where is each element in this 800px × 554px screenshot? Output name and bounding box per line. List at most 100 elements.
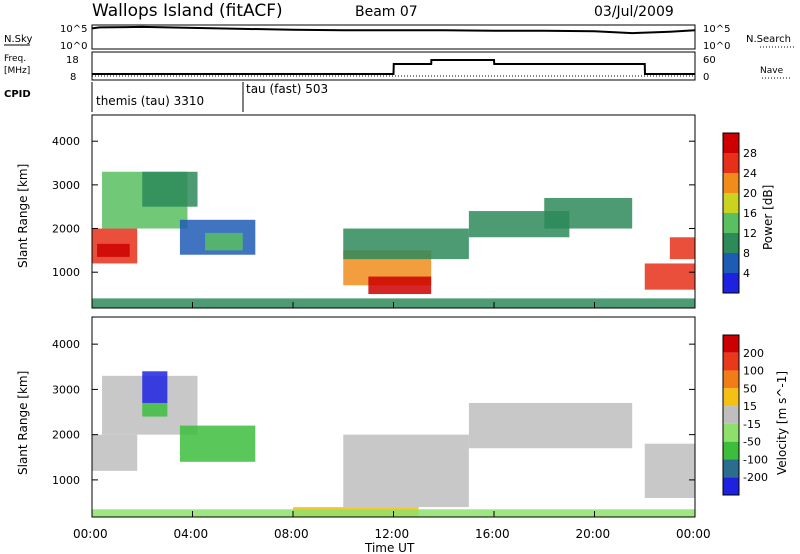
cpid-label: CPID: [4, 89, 31, 100]
colorbar-swatch: [723, 406, 739, 424]
power-patch: [544, 197, 633, 229]
colorbar-swatch: [723, 459, 739, 478]
noise-tick-right-bottom: 10^0: [703, 41, 730, 52]
y-tick-label: 3000: [52, 179, 80, 192]
noise-tick-right-top: 10^5: [703, 24, 730, 35]
power-data-layer: [92, 171, 695, 308]
y-tick-label: 4000: [52, 338, 80, 351]
velocity-patch: [343, 434, 469, 508]
colorbar-swatch: [723, 133, 739, 153]
power-patch: [97, 243, 130, 257]
colorbar-tick-label: 24: [743, 167, 757, 180]
nsky-line: [91, 25, 696, 35]
plot-title: Wallops Island (fitACF): [92, 1, 283, 21]
noise-tick-left-bottom: 10^0: [60, 41, 87, 52]
colorbar-swatch: [723, 370, 739, 389]
colorbar-swatch: [723, 213, 739, 233]
colorbar-tick-label: 100: [743, 365, 764, 378]
x-axis-ticks: 00:00 04:00 08:00 12:00 16:00 20:00 00:00: [73, 302, 711, 541]
colorbar-tick-label: 4: [743, 267, 750, 280]
noise-tick-left-top: 10^5: [60, 24, 87, 35]
power-colorbar-label: Power [dB]: [761, 185, 775, 250]
colorbar-swatch: [723, 193, 739, 213]
y-tick-label: 2000: [52, 223, 80, 236]
colorbar-tick-label: 15: [743, 400, 757, 413]
x-tick-label: 04:00: [174, 527, 209, 541]
colorbar-tick-label: 200: [743, 347, 764, 360]
x-tick-label: 16:00: [475, 527, 510, 541]
y-tick-label: 3000: [52, 383, 80, 396]
colorbar-outline: [722, 334, 740, 496]
velocity-patch: [179, 425, 256, 462]
colorbar-swatch: [723, 233, 739, 253]
colorbar-tick-label: -200: [743, 471, 768, 484]
colorbar-swatch: [723, 423, 739, 442]
y-tick-label: 1000: [52, 266, 80, 279]
date-label: 03/Jul/2009: [594, 4, 674, 20]
velocity-colorbar: 200 100 50 15 -15 -50 -100 -200: [722, 334, 768, 496]
power-patch: [142, 171, 198, 207]
nave-tick-bottom: 0: [703, 72, 709, 83]
colorbar-tick-label: 16: [743, 207, 757, 220]
nsearch-label: N.Search: [746, 34, 791, 45]
x-tick-label: 20:00: [576, 527, 611, 541]
frequency-line: [92, 59, 695, 75]
x-tick-label: 00:00: [676, 527, 711, 541]
velocity-data-layer: [92, 371, 695, 517]
freq-tick-top: 18: [66, 55, 79, 66]
y-tick-label: 2000: [52, 429, 80, 442]
x-tick-label: 12:00: [375, 527, 410, 541]
power-patch: [205, 232, 243, 251]
colorbar-swatch: [723, 352, 739, 371]
colorbar-swatch: [723, 273, 739, 293]
colorbar-tick-label: -50: [743, 436, 761, 449]
colorbar-tick-label: 28: [743, 147, 757, 160]
x-tick-label: 08:00: [274, 527, 309, 541]
colorbar-outline: [722, 132, 740, 294]
colorbar-swatch: [723, 335, 739, 353]
colorbar-swatch: [723, 477, 739, 495]
colorbar-swatch: [723, 441, 739, 460]
cpid-segment-2: tau (fast) 503: [246, 82, 328, 96]
nsky-label: N.Sky: [4, 34, 32, 45]
freq-tick-bottom: 8: [70, 72, 76, 83]
colorbar-tick-label: 12: [743, 227, 757, 240]
x-tick-label: 00:00: [73, 527, 108, 541]
y-tick-label: 4000: [52, 135, 80, 148]
velocity-patch: [142, 402, 168, 417]
velocity-colorbar-label: Velocity [m s^-1]: [775, 371, 789, 475]
colorbar-tick-label: 20: [743, 187, 757, 200]
power-patch: [644, 263, 695, 290]
power-ylabel: Slant Range [km]: [16, 164, 30, 268]
noise-panel: [91, 24, 696, 50]
power-colorbar: 4 8 12 16 20 24 28: [722, 132, 757, 294]
nave-label: Nave: [760, 66, 784, 76]
beam-label: Beam 07: [355, 4, 418, 20]
velocity-patch: [142, 371, 168, 403]
colorbar-swatch: [723, 173, 739, 193]
velocity-patch: [92, 434, 138, 471]
colorbar-tick-label: 50: [743, 382, 757, 395]
velocity-ylabel: Slant Range [km]: [16, 371, 30, 475]
colorbar-tick-label: -100: [743, 453, 768, 466]
x-axis-label: Time UT: [364, 541, 415, 554]
velocity-patch: [644, 443, 695, 498]
colorbar-swatch: [723, 388, 739, 407]
cpid-segment-1: themis (tau) 3310: [96, 94, 204, 108]
velocity-patch: [468, 402, 633, 449]
colorbar-swatch: [723, 153, 739, 173]
power-patch: [669, 237, 695, 260]
colorbar-tick-label: 8: [743, 247, 750, 260]
freq-label: Freq.: [4, 54, 26, 64]
frequency-panel: [91, 51, 696, 81]
power-y-ticks: 1000 2000 3000 4000: [52, 135, 695, 279]
power-patch: [343, 228, 469, 260]
power-patch: [368, 276, 432, 295]
y-tick-label: 1000: [52, 474, 80, 487]
velocity-y-ticks: 1000 2000 3000 4000: [52, 338, 695, 487]
nave-tick-top: 60: [703, 55, 716, 66]
colorbar-swatch: [723, 253, 739, 273]
colorbar-tick-label: -15: [743, 418, 761, 431]
freq-unit-label: [MHz]: [4, 66, 30, 76]
